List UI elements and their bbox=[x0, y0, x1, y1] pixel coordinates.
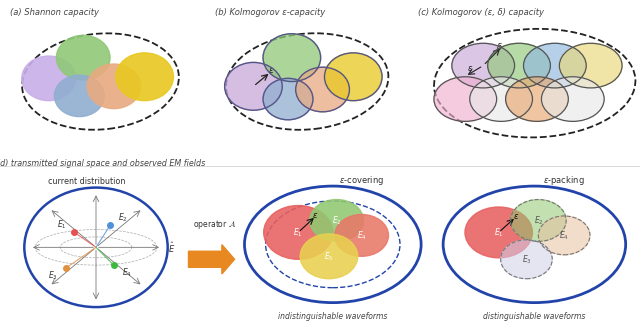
Text: $\delta$: $\delta$ bbox=[496, 41, 503, 52]
Text: $E_1$: $E_1$ bbox=[57, 219, 67, 231]
Circle shape bbox=[225, 62, 282, 110]
Circle shape bbox=[296, 67, 349, 112]
Circle shape bbox=[335, 214, 388, 256]
Circle shape bbox=[264, 206, 333, 259]
Circle shape bbox=[263, 78, 313, 120]
Text: (a) Shannon capacity: (a) Shannon capacity bbox=[10, 8, 99, 17]
Text: $E_2$: $E_2$ bbox=[534, 214, 543, 227]
Circle shape bbox=[465, 207, 532, 258]
Text: $E_5$: $E_5$ bbox=[324, 250, 334, 263]
Text: (c) Kolmogorov (ε, δ) capacity: (c) Kolmogorov (ε, δ) capacity bbox=[419, 8, 544, 17]
Circle shape bbox=[300, 234, 358, 279]
Text: (b) Kolmogorov ε-capacity: (b) Kolmogorov ε-capacity bbox=[215, 8, 325, 17]
Circle shape bbox=[500, 240, 552, 279]
Text: $\varepsilon$: $\varepsilon$ bbox=[513, 212, 519, 221]
Text: $E_3$: $E_3$ bbox=[48, 270, 58, 282]
Circle shape bbox=[324, 53, 382, 101]
Circle shape bbox=[524, 43, 586, 88]
Circle shape bbox=[488, 43, 550, 88]
Circle shape bbox=[87, 64, 141, 109]
Circle shape bbox=[434, 77, 497, 122]
Circle shape bbox=[559, 43, 622, 88]
Circle shape bbox=[511, 200, 566, 241]
Text: $E_2$: $E_2$ bbox=[332, 214, 342, 227]
Circle shape bbox=[56, 35, 110, 80]
Text: operator $\mathcal{A}$: operator $\mathcal{A}$ bbox=[193, 218, 236, 231]
Text: $E_1$: $E_1$ bbox=[494, 226, 504, 239]
Text: distinguishable waveforms: distinguishable waveforms bbox=[483, 311, 586, 321]
Text: $\hat{E}$: $\hat{E}$ bbox=[168, 240, 175, 255]
FancyArrow shape bbox=[188, 245, 235, 274]
Circle shape bbox=[116, 53, 173, 101]
Circle shape bbox=[452, 43, 515, 88]
Text: $E_3$: $E_3$ bbox=[522, 253, 531, 266]
Text: $E_2$: $E_2$ bbox=[118, 211, 128, 224]
Circle shape bbox=[506, 77, 568, 122]
Text: $E_4$: $E_4$ bbox=[122, 267, 131, 279]
Text: $\varepsilon$: $\varepsilon$ bbox=[467, 64, 473, 73]
Circle shape bbox=[22, 56, 76, 101]
Circle shape bbox=[541, 77, 604, 122]
Circle shape bbox=[470, 77, 532, 122]
Text: $E_4$: $E_4$ bbox=[559, 229, 569, 242]
Circle shape bbox=[54, 75, 104, 117]
Text: $\varepsilon$: $\varepsilon$ bbox=[268, 66, 275, 75]
Text: current distribution: current distribution bbox=[49, 177, 125, 186]
Text: $\varepsilon$: $\varepsilon$ bbox=[312, 211, 319, 220]
Circle shape bbox=[263, 34, 321, 82]
Circle shape bbox=[538, 216, 590, 255]
Text: $\varepsilon$-packing: $\varepsilon$-packing bbox=[543, 174, 585, 187]
Circle shape bbox=[310, 200, 364, 241]
Text: indistinguishable waveforms: indistinguishable waveforms bbox=[278, 311, 387, 321]
Text: $E_1$: $E_1$ bbox=[293, 226, 303, 239]
Text: (d) transmitted signal space and observed EM fields: (d) transmitted signal space and observe… bbox=[0, 159, 205, 168]
Text: $E_4$: $E_4$ bbox=[356, 229, 367, 242]
Text: $\varepsilon$-covering: $\varepsilon$-covering bbox=[339, 174, 384, 187]
